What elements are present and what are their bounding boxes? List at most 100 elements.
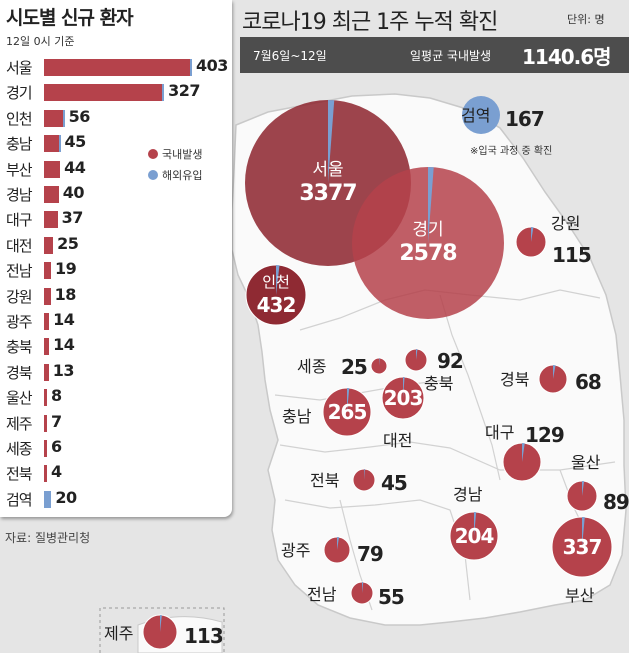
bar-value-label: 4 — [51, 462, 62, 482]
bar-row: 검역 20 — [0, 488, 232, 511]
region-value-label: 89 — [603, 490, 629, 514]
region-name-label: 전남 — [307, 585, 337, 604]
region-bubble: 경남 204 — [449, 485, 499, 561]
region-name-label: 전북 — [310, 471, 339, 490]
bar-category-label: 서울 — [6, 59, 33, 77]
daily-avg-value: 1140.6명 — [522, 45, 612, 69]
bar-value-label: 14 — [53, 310, 75, 329]
bar-row: 세종 6 — [0, 437, 232, 460]
bar-row: 대전 25 — [0, 234, 232, 257]
region-name-label: 대전 — [383, 431, 412, 450]
bar-category-label: 전북 — [6, 465, 33, 484]
legend-domestic-label: 국내발생 — [162, 148, 203, 161]
bar-category-label: 경기 — [6, 84, 33, 103]
bubble-overseas-wedge — [474, 512, 477, 536]
source-credit: 자료: 질병관리청 — [5, 531, 91, 545]
region-name-label: 인천 — [262, 273, 290, 291]
region-bubble: 전북 45 — [310, 468, 408, 495]
bar-value-label: 20 — [55, 487, 77, 507]
bubble-overseas-wedge — [276, 265, 280, 295]
bar-domestic — [44, 313, 50, 330]
daily-avg-label: 일평균 국내발생 — [410, 49, 492, 63]
bubble-overseas-wedge — [553, 365, 556, 379]
region-name-label: 제주 — [104, 624, 133, 643]
bar-domestic — [44, 363, 49, 381]
bubble-overseas-wedge — [428, 167, 434, 243]
bar-overseas — [162, 84, 165, 102]
region-bubble: 전남 55 — [307, 581, 405, 609]
region-value-label: 337 — [563, 535, 602, 559]
region-name-label: 광주 — [281, 541, 310, 560]
bubble-overseas-wedge — [522, 442, 525, 462]
region-value-label: 55 — [378, 585, 404, 609]
bar-value-label: 327 — [168, 81, 200, 101]
bar-value-label: 403 — [196, 56, 228, 75]
summary-box: 7월6일~12일 일평균 국내발생 1140.6명 — [240, 37, 629, 73]
region-value-label: 204 — [455, 524, 494, 548]
bar-domestic — [44, 211, 58, 229]
bubble-overseas-wedge — [328, 100, 335, 183]
map-title-text: 코로나19 최근 1주 누적 확진 — [242, 10, 498, 35]
bar-row: 충남 45 — [0, 132, 232, 155]
bar-domestic — [44, 287, 51, 305]
region-name-label: 대구 — [485, 423, 514, 442]
bar-row: 서울 403 — [0, 56, 232, 79]
bar-value-label: 19 — [54, 259, 77, 279]
bar-chart-title: 시도별 신규 환자 — [6, 7, 134, 29]
bar-domestic — [44, 59, 192, 76]
bar-category-label: 검역 — [6, 490, 33, 509]
bubble-overseas-wedge — [416, 349, 418, 360]
bar-row: 전남 19 — [0, 259, 232, 282]
bar-row: 경북 13 — [0, 361, 232, 384]
region-bubble: 부산 337 — [551, 516, 613, 605]
bar-category-label: 경남 — [6, 186, 33, 204]
bar-value-label: 37 — [61, 208, 84, 228]
bar-category-label: 전남 — [6, 262, 33, 281]
region-value-label: 432 — [257, 293, 296, 317]
bar-row: 울산 8 — [0, 386, 232, 409]
bar-chart-subtitle: 12일 0시 기준 — [6, 35, 75, 48]
region-name-label: 서울 — [312, 160, 343, 180]
bar-row: 경기 327 — [0, 81, 232, 104]
bar-value-label: 14 — [53, 335, 75, 355]
bar-row: 대구 37 — [0, 208, 232, 231]
bar-value-label: 18 — [54, 284, 77, 304]
bar-value-label: 6 — [51, 437, 62, 456]
region-bubble: 세종 25 — [297, 355, 388, 379]
bar-category-label: 대구 — [6, 211, 33, 230]
bar-row: 충북 14 — [0, 335, 232, 358]
region-bubble: 경북 68 — [500, 364, 602, 394]
unit-label: 단위: 명 — [567, 13, 605, 26]
bar-category-label: 세종 — [6, 440, 33, 458]
region-bubble: 대전 203 — [381, 376, 425, 450]
bar-value-label: 25 — [57, 233, 79, 253]
region-value-label: 167 — [505, 107, 544, 131]
bar-category-label: 울산 — [6, 389, 33, 408]
bar-row: 경남 40 — [0, 183, 232, 206]
region-value-label: 265 — [328, 400, 367, 424]
region-name-label: 강원 — [551, 214, 580, 233]
region-name-label: 경북 — [500, 370, 529, 389]
bar-domestic — [44, 262, 51, 280]
bar-category-label: 경북 — [6, 363, 33, 382]
region-bubble: 검역 167 — [461, 96, 545, 134]
bar-domestic — [44, 490, 52, 508]
region-name-label: 검역 — [461, 106, 490, 125]
region-value-label: 68 — [575, 370, 601, 394]
bar-domestic — [44, 135, 61, 153]
bubble-overseas-wedge — [582, 517, 585, 547]
bubble-overseas-wedge — [403, 377, 405, 398]
bubble-overseas-wedge — [160, 615, 162, 632]
bubble-overseas-wedge — [362, 582, 364, 593]
legend-overseas-swatch — [148, 170, 158, 180]
region-name-label: 울산 — [571, 453, 601, 472]
bubble-overseas-wedge — [531, 227, 534, 242]
region-name-label: 부산 — [565, 586, 595, 605]
bar-value-label: 8 — [51, 386, 62, 406]
bar-category-label: 광주 — [6, 313, 33, 331]
legend-domestic: 국내발생 — [148, 146, 202, 162]
region-name-label: 충북 — [424, 374, 453, 393]
bar-category-label: 강원 — [6, 287, 33, 306]
